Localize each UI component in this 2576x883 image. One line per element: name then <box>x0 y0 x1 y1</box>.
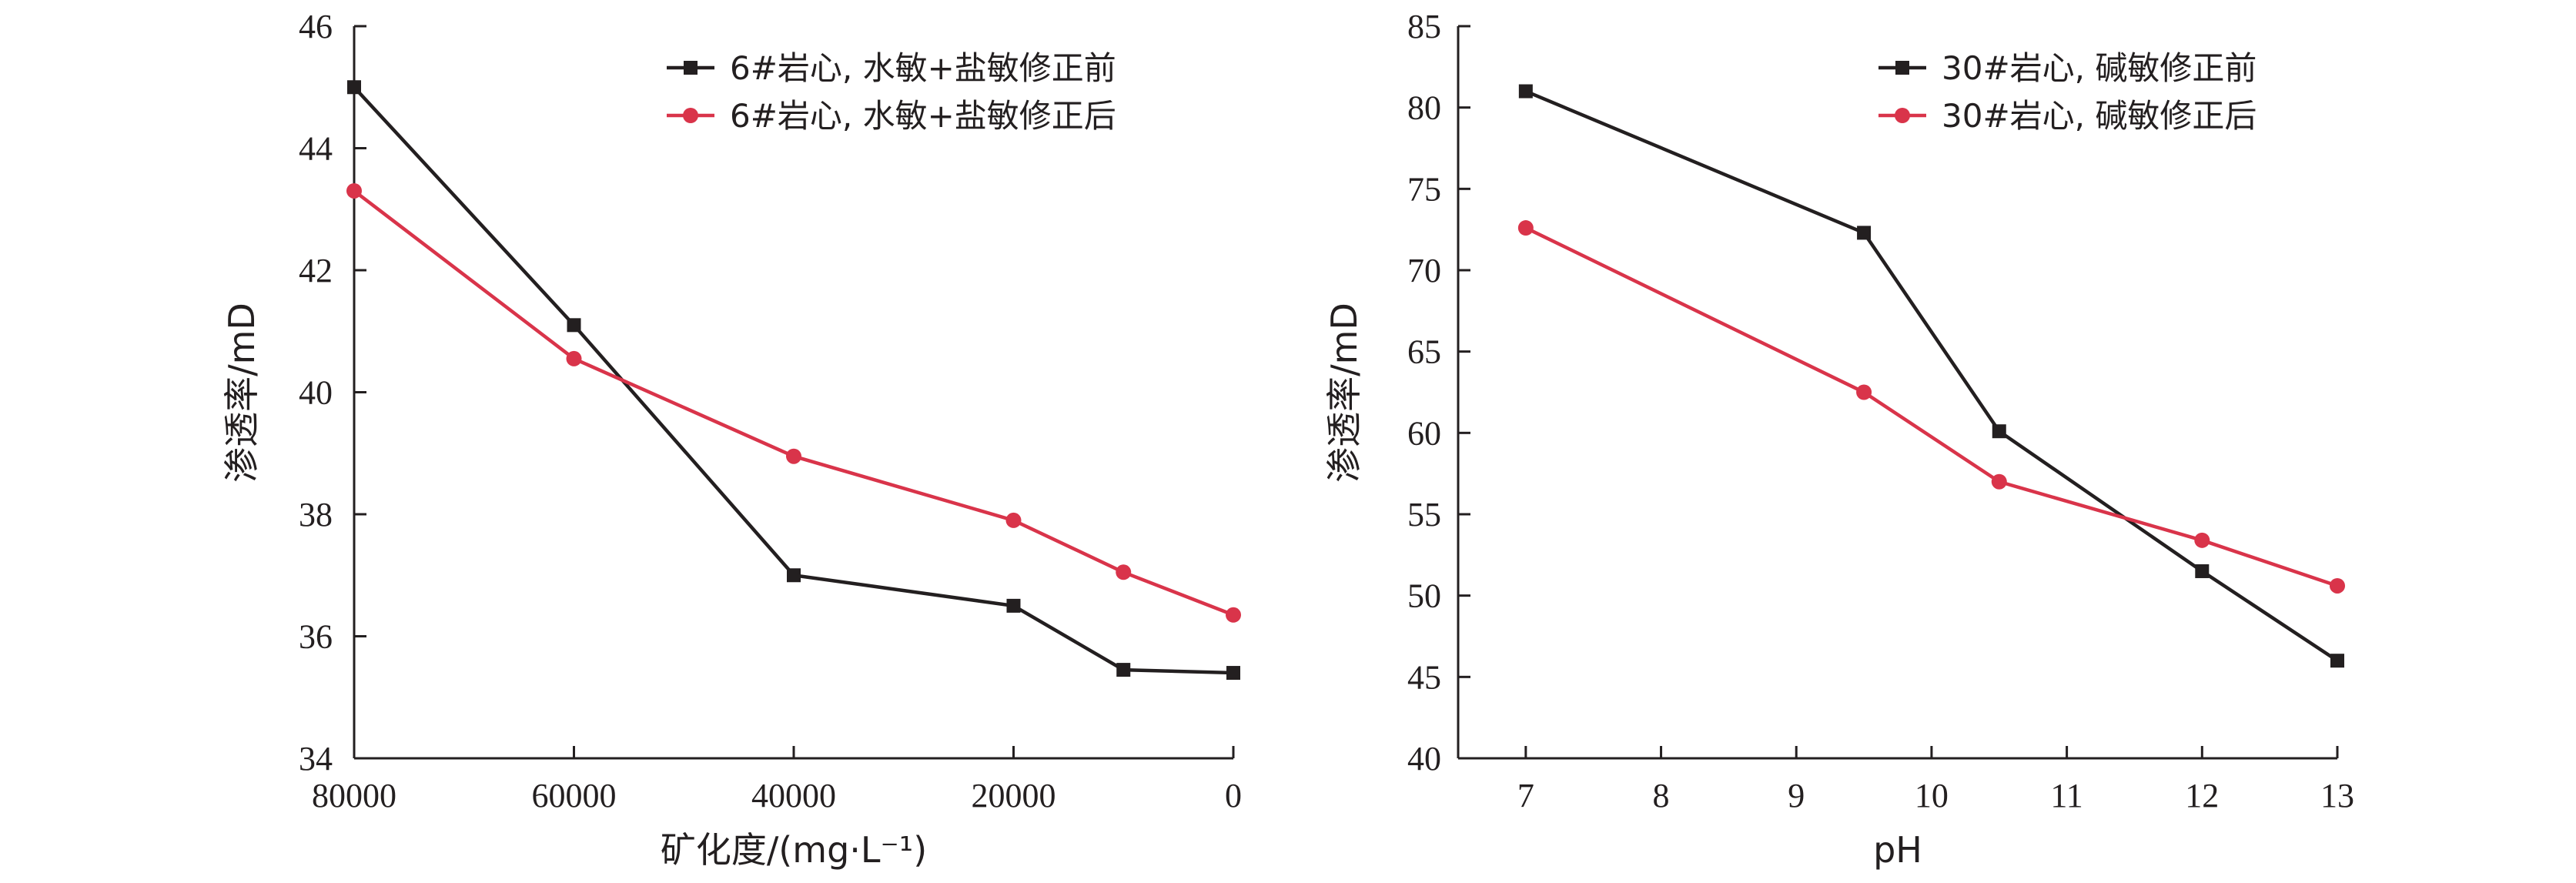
data-point-square <box>1518 84 1533 99</box>
legend-label: 6#岩心, 水敏+盐敏修正后 <box>730 97 1116 135</box>
legend-marker-square <box>684 61 698 75</box>
x-tick-label: 20000 <box>972 777 1056 814</box>
x-tick-label: 0 <box>1225 777 1242 814</box>
data-point-circle <box>346 182 362 199</box>
x-tick-label: 40000 <box>751 777 836 814</box>
y-tick-label: 38 <box>299 496 333 533</box>
data-point-square <box>787 568 801 583</box>
data-point-circle <box>1856 384 1872 400</box>
y-tick-label: 40 <box>299 374 333 412</box>
y-tick-label: 60 <box>1407 414 1441 452</box>
data-point-circle <box>1226 607 1241 623</box>
data-point-square <box>1226 666 1240 681</box>
x-tick-label: 8 <box>1653 777 1670 814</box>
series-line-0 <box>1524 89 2339 663</box>
right-chart-panel: 40 45 50 55 60 65 70 75 80 85 7 8 9 10 11 12 13 渗透率/mD pH 3… <box>1323 8 2354 871</box>
x-axis-title: pH <box>1873 829 1922 871</box>
x-tick-label: 12 <box>2185 777 2219 814</box>
legend-label: 30#岩心, 碱敏修正前 <box>1942 49 2257 87</box>
y-tick-label: 34 <box>299 740 333 778</box>
legend-marker-circle <box>1895 108 1910 123</box>
x-tick-label: 60000 <box>532 777 617 814</box>
data-point-circle <box>566 350 582 366</box>
y-tick-label: 65 <box>1407 333 1441 371</box>
data-point-square <box>1992 424 2006 439</box>
x-tick-label: 13 <box>2320 777 2354 814</box>
data-point-circle <box>786 448 801 464</box>
data-point-square <box>2330 654 2344 668</box>
y-tick-label: 40 <box>1407 740 1441 778</box>
y-tick-label: 85 <box>1407 8 1441 45</box>
legend-label: 6#岩心, 水敏+盐敏修正前 <box>730 49 1116 87</box>
legend-label: 30#岩心, 碱敏修正后 <box>1942 97 2257 135</box>
data-point-square <box>567 318 581 333</box>
y-tick-label: 50 <box>1407 577 1441 615</box>
series-line-0 <box>353 85 1234 675</box>
data-point-square <box>1006 598 1021 613</box>
x-tick-label: 9 <box>1788 777 1805 814</box>
data-point-circle <box>2330 577 2345 594</box>
data-point-square <box>1116 663 1131 677</box>
y-tick-label: 46 <box>299 8 333 45</box>
y-tick-label: 42 <box>299 252 333 289</box>
y-tick-label: 55 <box>1407 496 1441 533</box>
y-tick-label: 36 <box>299 618 333 656</box>
data-point-circle <box>1517 220 1534 236</box>
y-tick-label: 80 <box>1407 89 1441 127</box>
data-point-square <box>347 80 361 95</box>
x-tick-label: 10 <box>1915 777 1949 814</box>
data-point-square <box>1857 226 1872 240</box>
y-tick-label: 44 <box>299 130 333 168</box>
y-tick-label: 70 <box>1407 252 1441 289</box>
x-tick-label: 11 <box>2050 777 2083 814</box>
x-tick-label: 7 <box>1517 777 1534 814</box>
y-tick-label: 45 <box>1407 658 1441 696</box>
data-point-square <box>2195 564 2210 578</box>
series-line-1 <box>353 189 1234 617</box>
x-axis-title: 矿化度/(mg·L⁻¹) <box>661 829 927 871</box>
data-point-circle <box>2194 532 2210 548</box>
legend-marker-circle <box>683 108 698 123</box>
series-line-1 <box>1524 226 2338 588</box>
data-point-circle <box>1005 512 1022 528</box>
legend-marker-square <box>1895 61 1909 75</box>
left-chart-panel: 34 36 38 40 42 44 46 80000 60000 40000 20000 0 渗透率/m… <box>221 8 1242 871</box>
y-axis-title: 渗透率/mD <box>1323 303 1365 483</box>
data-point-circle <box>1991 473 2007 490</box>
y-axis-title: 渗透率/mD <box>221 303 263 483</box>
x-tick-label: 80000 <box>312 777 396 814</box>
y-tick-label: 75 <box>1407 170 1441 208</box>
data-point-circle <box>1116 564 1132 580</box>
